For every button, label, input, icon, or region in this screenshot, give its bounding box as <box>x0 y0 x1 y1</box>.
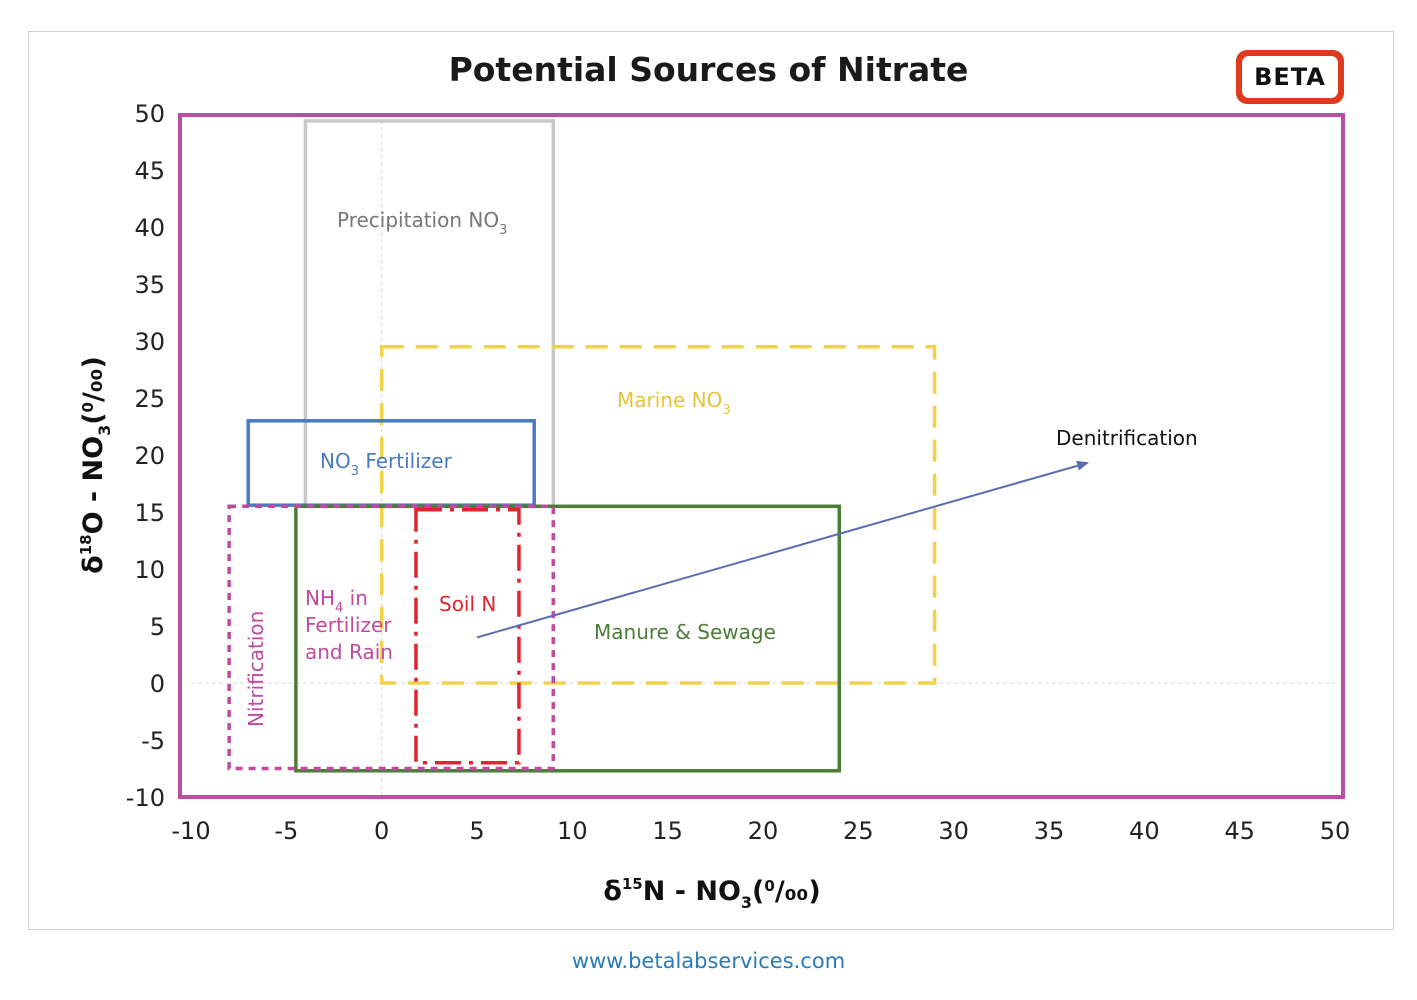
x-tick-labels: -10 -5 0 5 10 15 20 25 30 35 40 45 50 <box>171 817 1350 845</box>
y-tick-label: 20 <box>134 442 165 470</box>
x-tick-label: 30 <box>938 817 969 845</box>
footer-url[interactable]: www.betalabservices.com <box>571 949 846 973</box>
x-tick-label: -10 <box>171 817 210 845</box>
denitrification-arrow <box>476 460 1090 639</box>
x-tick-label: 15 <box>652 817 683 845</box>
region-marine-no3 <box>379 344 937 685</box>
y-tick-label: 35 <box>134 271 165 299</box>
y-tick-label: 50 <box>134 100 165 128</box>
x-axis-title: δ15N - NO3(0/₀₀) <box>603 875 820 912</box>
x-tick-label: 0 <box>374 817 389 845</box>
beta-logo: BETA <box>1236 50 1344 104</box>
x-tick-label: 5 <box>469 817 484 845</box>
y-tick-label: -10 <box>126 784 165 812</box>
soil-n-label: Soil N <box>439 592 496 616</box>
plot-border-rect <box>178 113 1345 799</box>
y-tick-label: 30 <box>134 328 165 356</box>
x-tick-label: 25 <box>843 817 874 845</box>
precipitation-label: Precipitation NO3 <box>337 208 507 238</box>
y-tick-label: -5 <box>141 727 165 755</box>
x-tick-label: 45 <box>1224 817 1255 845</box>
nh4-label-line2: Fertilizer <box>305 613 392 637</box>
denitrification-arrow-group: Denitrification <box>476 426 1198 639</box>
beta-logo-text: BETA <box>1242 56 1338 98</box>
region-nitrification <box>227 504 556 771</box>
marine-label: Marine NO3 <box>617 388 731 418</box>
chart-title: Potential Sources of Nitrate <box>448 50 969 89</box>
x-tick-label: 40 <box>1129 817 1160 845</box>
x-tick-label: -5 <box>274 817 298 845</box>
figure-frame <box>28 31 1394 930</box>
y-tick-label: 25 <box>134 385 165 413</box>
no3-fertilizer-label: NO3 Fertilizer <box>320 449 453 479</box>
y-tick-label: 5 <box>150 613 165 641</box>
nh4-label-line1: NH4 in <box>305 586 368 616</box>
nh4-label-line3: and Rain <box>305 640 393 664</box>
nitrification-label: Nitrification <box>244 611 268 727</box>
region-manure-sewage <box>294 504 842 773</box>
y-axis-title: δ18O - NO3(0/₀₀) <box>77 356 114 574</box>
x-tick-label: 20 <box>748 817 779 845</box>
region-labels: Precipitation NO3 Marine NO3 NO3 Fertilize… <box>244 208 776 727</box>
regions <box>227 119 937 773</box>
x-tick-label: 10 <box>557 817 588 845</box>
axis-titles: δ15N - NO3(0/₀₀) δ18O - NO3(0/₀₀) <box>77 356 821 912</box>
y-tick-label: 40 <box>134 214 165 242</box>
y-tick-label: 0 <box>150 670 165 698</box>
manure-label: Manure & Sewage <box>594 620 776 644</box>
x-tick-label: 50 <box>1320 817 1351 845</box>
y-tick-label: 15 <box>134 499 165 527</box>
denitrification-label: Denitrification <box>1056 426 1198 450</box>
x-tick-label: 35 <box>1034 817 1065 845</box>
y-tick-label: 10 <box>134 556 165 584</box>
plot-border <box>178 113 1345 799</box>
y-tick-label: 45 <box>134 157 165 185</box>
region-soil-n <box>414 507 521 765</box>
